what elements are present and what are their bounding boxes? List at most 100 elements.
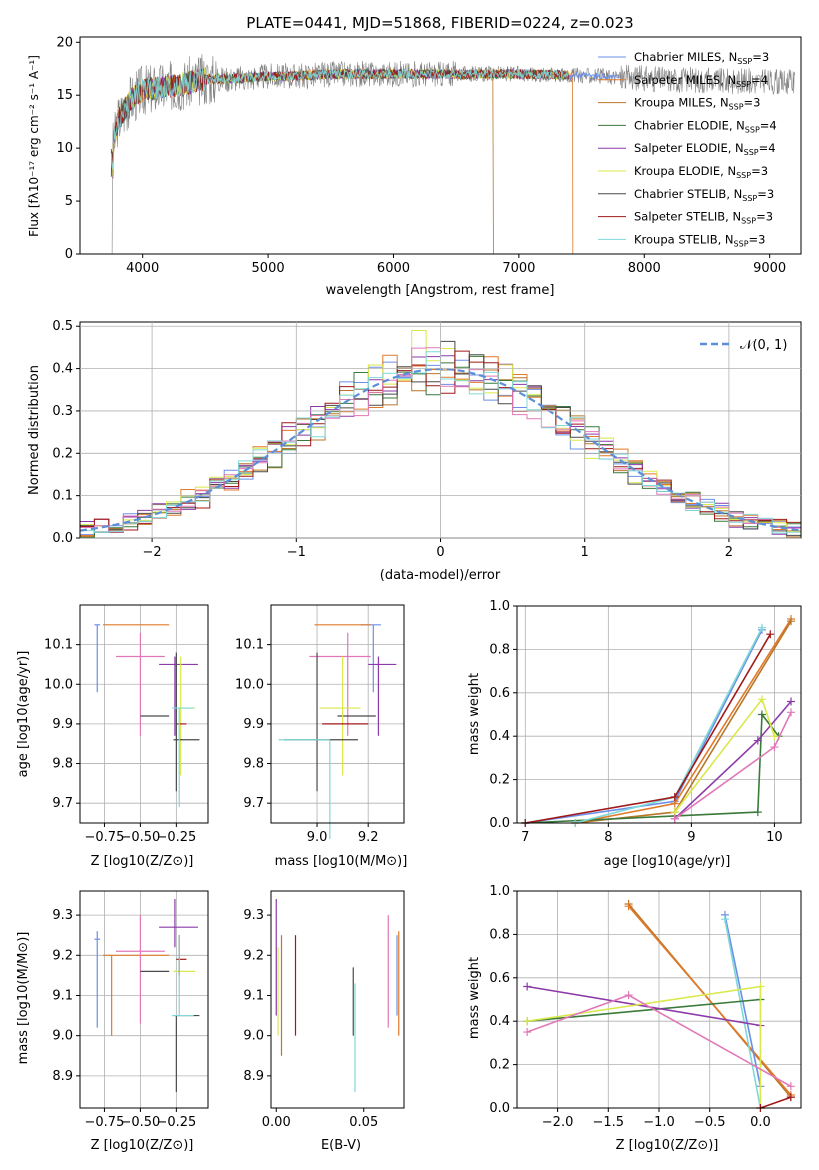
residual-xtick-label: 2 xyxy=(725,545,733,560)
mass-age-panel-ytick-label: 9.9 xyxy=(243,717,264,732)
z-mass-panel-xtick-label: −0.50 xyxy=(120,1115,160,1130)
age-weight-panel-ytick-label: 0.8 xyxy=(489,642,510,657)
z-weight-marker xyxy=(624,991,633,1000)
legend-subscript: SSP xyxy=(736,171,751,180)
ebv-mass-panel-ytick-label: 8.9 xyxy=(243,1069,264,1084)
z-weight-panel-ytick-label: 0.2 xyxy=(489,1058,510,1073)
spectrum-xtick-label: 5000 xyxy=(252,261,285,276)
age-weight-marker xyxy=(770,743,779,752)
z-mass-xlabel: Z [log10(Z/Z⊙)] xyxy=(91,1138,194,1153)
z-weight-marker xyxy=(624,902,633,911)
residual-xtick-label: −2 xyxy=(143,545,162,560)
spectrum-legend: Chabrier MILES, NSSP=3 Salpeter MILES, NS… xyxy=(598,50,777,248)
legend-rest: =3 xyxy=(744,96,761,110)
spectrum-xtick-label: 6000 xyxy=(377,261,410,276)
spectrum-lines xyxy=(110,54,795,255)
mass-age-panel-ytick-label: 10.0 xyxy=(235,677,264,692)
spectrum-ytick-label: 15 xyxy=(56,88,73,103)
mass-age-panel-ytick-label: 9.7 xyxy=(243,796,264,811)
ebv-mass-panel-grid: 0.00 0.05 8.9 9.0 9.1 9.2 9.3 xyxy=(243,908,378,1130)
age-weight-panel-xtick-label: 9 xyxy=(687,830,695,845)
mass-age-xlabel: mass [log10(M/M⊙)] xyxy=(275,854,408,869)
legend-subscript: SSP xyxy=(741,217,756,226)
legend-rest: =3 xyxy=(752,50,769,64)
residual-xtick-label: −1 xyxy=(287,545,306,560)
age-weight-panel-grid: 7 8 9 10 0.0 0.2 0.4 0.6 0.8 1.0 xyxy=(489,599,801,845)
z-mass-panel-xtick-label: −0.25 xyxy=(156,1115,196,1130)
residual-panel: −2 −1 0 1 2 0.0 0.1 0.2 0.3 0.4 0.5 𝒩(0, 1) (data-… xyxy=(27,319,802,583)
legend-rest: =3 xyxy=(751,164,768,178)
mass-age-panel: 9.0 9.2 9.7 9.8 9.9 10.0 10.1 xyxy=(235,604,405,845)
spectrum-ytick-label: 5 xyxy=(65,194,73,209)
residual-xlabel: (data-model)/error xyxy=(380,568,501,583)
z-weight-line xyxy=(760,1096,792,1109)
legend-rest: =4 xyxy=(760,118,777,132)
z-age-panel-grid: −0.75−0.50−0.25 9.7 9.8 9.9 10.0 10.1 xyxy=(44,605,208,845)
ebv-mass-panel-ytick-label: 9.1 xyxy=(243,988,264,1003)
spectrum-ytick-label: 0 xyxy=(65,247,73,262)
ebv-mass-panel-data xyxy=(275,899,400,1092)
age-weight-panel-ytick-label: 0.6 xyxy=(489,686,510,701)
legend-label: Kroupa MILES, NSSP=3 xyxy=(634,96,760,112)
z-weight-panel-ytick-label: 0.6 xyxy=(489,971,510,986)
mass-age-panel-xtick-label: 9.2 xyxy=(358,830,379,845)
age-weight-marker xyxy=(753,808,762,817)
ebv-mass-panel-frame xyxy=(270,890,405,1109)
age-weight-panel-frame xyxy=(516,605,802,824)
age-weight-marker xyxy=(770,732,779,741)
age-weight-marker xyxy=(670,814,679,823)
residual-ytick-label: 0.3 xyxy=(52,404,73,419)
legend-rest: =3 xyxy=(756,210,773,224)
z-mass-panel-ytick-label: 9.2 xyxy=(52,948,73,963)
z-weight-panel-xtick-label: 0.0 xyxy=(750,1115,771,1130)
spectrum-panel: PLATE=0441, MJD=51868, FIBERID=0224, z=0… xyxy=(27,14,802,298)
age-weight-line xyxy=(525,712,780,824)
age-weight-ylabel: mass weight xyxy=(467,673,482,755)
z-weight-ylabel: mass weight xyxy=(467,957,482,1039)
legend-rest: =4 xyxy=(759,141,776,155)
mass-age-panel-data xyxy=(278,624,397,839)
z-weight-panel-xtick-label: −1.5 xyxy=(592,1115,624,1130)
z-weight-panel: −2.0 −1.5 −1.0 −0.5 0.0 0.0 0.2 0.4 0.6 0.8 1.0 xyxy=(489,884,802,1130)
age-weight-marker xyxy=(787,697,796,706)
age-weight-panel-xtick-label: 7 xyxy=(521,830,529,845)
age-weight-panel-ytick-label: 0.2 xyxy=(489,773,510,788)
z-mass-ylabel: mass [log10(M/M⊙)] xyxy=(16,932,31,1065)
residual-ytick-label: 0.1 xyxy=(52,489,73,504)
z-weight-panel-ytick-label: 0.8 xyxy=(489,927,510,942)
z-mass-panel-ytick-label: 9.0 xyxy=(52,1029,73,1044)
legend-rest: =4 xyxy=(751,73,768,87)
ebv-mass-xlabel: E(B-V) xyxy=(321,1138,361,1153)
legend-subscript: SSP xyxy=(734,239,749,248)
legend-subscript: SSP xyxy=(742,194,757,203)
legend-subscript: SSP xyxy=(744,148,759,157)
spectrum-xtick-label: 9000 xyxy=(753,261,786,276)
residual-xtick-label: 0 xyxy=(436,545,444,560)
ebv-mass-panel-ytick-label: 9.2 xyxy=(243,948,264,963)
legend-label: Chabrier ELODIE, NSSP=4 xyxy=(634,118,777,134)
legend-rest: =3 xyxy=(757,187,774,201)
legend-label: Salpeter MILES, NSSP=4 xyxy=(634,73,768,89)
spectrum-axes-frame xyxy=(79,36,802,255)
residual-ytick-label: 0.2 xyxy=(52,446,73,461)
z-age-panel-xtick-label: −0.25 xyxy=(156,830,196,845)
residual-ytick-label: 0.0 xyxy=(52,531,73,546)
z-weight-line xyxy=(526,985,761,1027)
z-weight-marker xyxy=(786,1093,795,1102)
age-weight-marker xyxy=(787,708,796,717)
spectrum-ylabel: Flux [fλ10⁻¹⁷ erg cm⁻² s⁻¹ A⁻¹] xyxy=(27,55,41,237)
age-weight-line xyxy=(674,700,792,820)
z-age-panel-ytick-label: 10.1 xyxy=(44,638,73,653)
z-weight-marker xyxy=(786,1082,795,1091)
legend-label: Chabrier MILES, NSSP=3 xyxy=(634,50,769,66)
z-weight-line xyxy=(724,919,762,1109)
z-weight-marker xyxy=(523,1017,532,1026)
legend-label: Salpeter STELIB, NSSP=3 xyxy=(634,210,773,226)
age-weight-line xyxy=(525,633,771,824)
spectrum-xlabel: wavelength [Angstrom, rest frame] xyxy=(326,283,555,298)
residual-ytick-label: 0.5 xyxy=(52,319,73,334)
age-weight-marker xyxy=(757,623,766,632)
z-mass-panel-data xyxy=(94,899,200,1092)
age-weight-panel-ytick-label: 0.4 xyxy=(489,729,510,744)
